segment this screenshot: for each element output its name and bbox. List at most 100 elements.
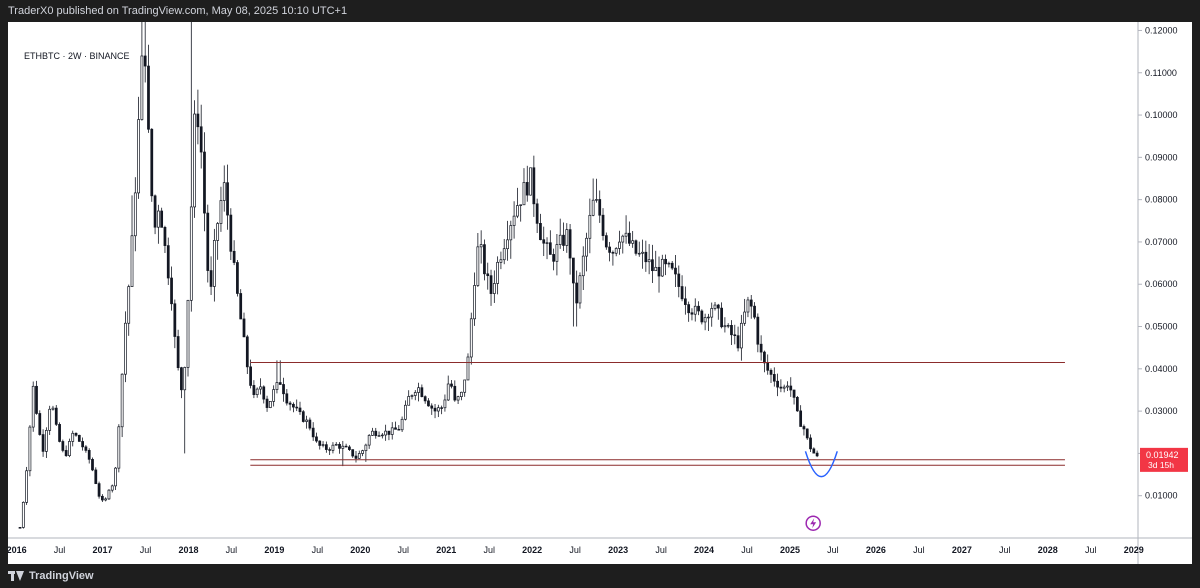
candle-body — [212, 240, 216, 287]
candle-body — [229, 214, 233, 252]
candle-body — [558, 234, 562, 245]
x-tick-label: Jul — [312, 545, 324, 555]
candle-body — [502, 248, 506, 261]
candle-body — [463, 379, 467, 393]
price-chart[interactable]: 0.12000 0.11000 0.10000 0.09000 0.08000 0.070… — [8, 22, 1192, 564]
candle-body — [749, 299, 753, 307]
candle-body — [407, 396, 411, 406]
candle-body — [265, 398, 269, 408]
candle-body — [387, 430, 391, 435]
chart-frame[interactable]: 0.12000 0.11000 0.10000 0.09000 0.08000 0.070… — [8, 22, 1192, 564]
candle-body — [21, 501, 25, 528]
candle-body — [815, 452, 819, 457]
candle-body — [189, 206, 193, 301]
candle-body — [124, 322, 127, 375]
candle-body — [45, 430, 48, 452]
candle-body — [295, 406, 299, 409]
candle-body — [756, 316, 760, 345]
y-tick-label: 0.08000 — [1145, 195, 1178, 205]
candle-body — [700, 310, 704, 323]
candle-body — [219, 200, 223, 224]
candle-body — [252, 385, 256, 395]
candle-body — [278, 382, 282, 385]
candle-body — [473, 285, 476, 320]
candle-body — [25, 470, 28, 503]
candle-body — [766, 362, 770, 371]
candle-body — [328, 449, 332, 451]
x-tick-label: 2018 — [178, 545, 198, 555]
candle-body — [35, 385, 38, 414]
lightning-circle-icon[interactable] — [805, 515, 821, 531]
candle-body — [380, 434, 384, 437]
candle-body — [588, 214, 592, 239]
y-tick-label: 0.06000 — [1145, 279, 1178, 289]
candle-body — [677, 273, 681, 287]
candle-body — [723, 325, 727, 328]
candle-body — [377, 435, 381, 437]
candle-body — [262, 386, 266, 400]
x-tick-label: 2026 — [866, 545, 886, 555]
candle-body — [657, 266, 661, 277]
candle-body — [81, 441, 84, 448]
candle-body — [400, 418, 404, 431]
candle-body — [568, 229, 572, 259]
candle-body — [54, 407, 58, 425]
x-tick-label: Jul — [140, 545, 152, 555]
candle-body — [170, 277, 173, 305]
candle-body — [539, 223, 542, 241]
candle-body — [548, 242, 552, 255]
candle-body — [397, 428, 401, 431]
candle-body — [38, 413, 42, 435]
candle-body — [68, 441, 71, 457]
candle-body — [736, 335, 740, 349]
candle-body — [84, 446, 88, 451]
candle-body — [763, 351, 766, 364]
candle-body — [318, 440, 322, 446]
candle-body — [545, 242, 549, 244]
candle-body — [456, 396, 460, 401]
y-tick-label: 0.12000 — [1145, 25, 1178, 35]
candle-body — [239, 293, 243, 320]
candle-body — [601, 214, 605, 236]
candle-body — [707, 316, 710, 319]
symbol-label: ETHBTC · 2W · BINANCE — [22, 50, 132, 62]
candle-body — [71, 432, 75, 442]
x-tick-label: 2025 — [780, 545, 800, 555]
candle-body — [535, 203, 539, 224]
candle-body — [163, 227, 167, 246]
candle-body — [420, 387, 424, 397]
candle-body — [621, 235, 625, 243]
x-tick-label: 2023 — [608, 545, 628, 555]
candle-body — [799, 410, 803, 427]
x-tick-label: Jul — [741, 545, 753, 555]
candle-body — [193, 113, 196, 208]
candle-body — [160, 210, 164, 228]
candle-body — [114, 467, 117, 487]
candle-body — [28, 426, 32, 472]
candle-body — [173, 303, 177, 337]
x-tick-label: 2019 — [264, 545, 284, 555]
y-tick-label: 0.01000 — [1145, 491, 1178, 501]
candle-body — [703, 317, 707, 323]
candle-body — [647, 259, 651, 263]
candle-body — [186, 299, 190, 368]
candle-body — [133, 192, 137, 237]
candle-body — [604, 235, 608, 248]
candle-body — [812, 448, 816, 454]
candle-body — [120, 373, 124, 428]
candle-body — [285, 393, 289, 404]
candle-body — [772, 374, 776, 382]
candle-body — [779, 386, 783, 389]
candle-body — [786, 385, 789, 388]
last-price-value: 0.01942 — [1146, 450, 1179, 460]
candle-body — [710, 308, 714, 318]
candle-body — [460, 391, 463, 397]
candle-body — [522, 182, 526, 206]
x-tick-label: Jul — [827, 545, 839, 555]
candle-body — [272, 389, 276, 402]
candle-body — [492, 283, 496, 294]
candle-body — [644, 251, 648, 263]
candle-body — [143, 55, 147, 67]
candle-body — [608, 246, 611, 253]
candle-body — [730, 325, 733, 336]
